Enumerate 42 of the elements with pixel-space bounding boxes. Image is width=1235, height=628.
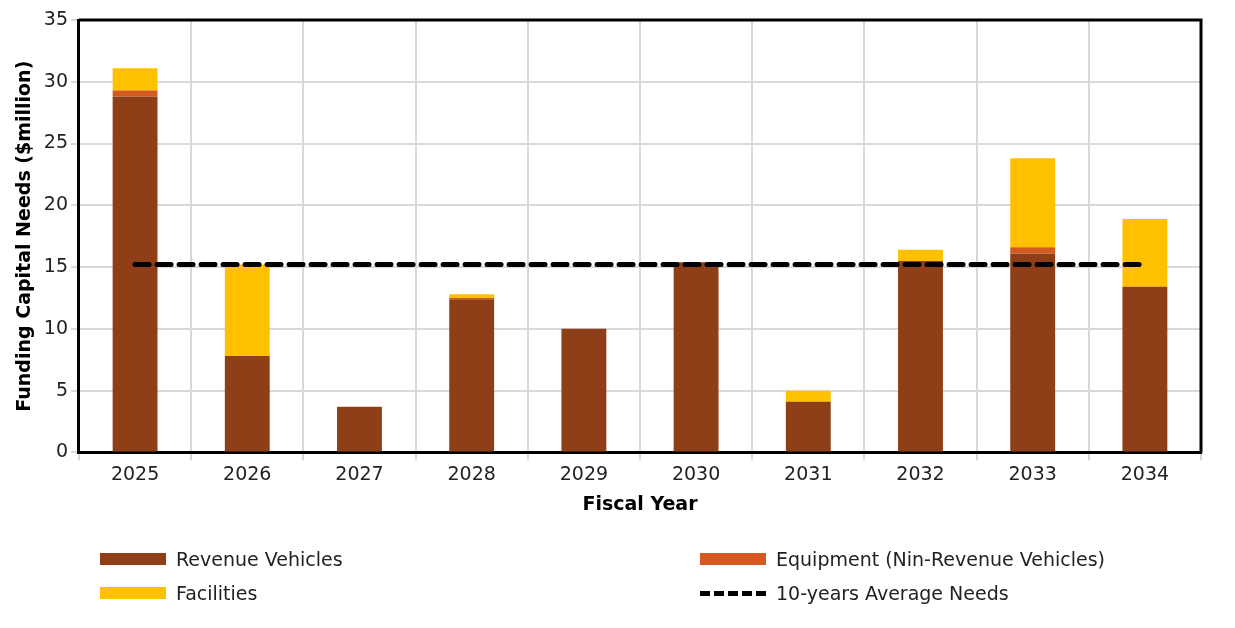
x-tick-label: 2025 bbox=[110, 461, 160, 484]
bar bbox=[673, 262, 719, 452]
y-tick-label: 25 bbox=[43, 130, 68, 153]
x-tick-label: 2032 bbox=[896, 461, 945, 484]
bar bbox=[1010, 253, 1056, 452]
bar bbox=[1010, 247, 1056, 254]
legend-label: Revenue Vehicles bbox=[176, 548, 343, 570]
bar bbox=[224, 356, 270, 452]
bar bbox=[1122, 218, 1168, 287]
x-tick-label: 2034 bbox=[1120, 461, 1170, 484]
bar bbox=[785, 401, 831, 452]
y-tick-label: 30 bbox=[43, 68, 68, 91]
legend-label: Equipment (Nin-Revenue Vehicles) bbox=[776, 548, 1106, 570]
bar bbox=[898, 249, 943, 261]
bar bbox=[898, 260, 943, 452]
bar bbox=[224, 264, 270, 357]
y-axis-title: Funding Capital Needs ($million) bbox=[12, 60, 35, 412]
y-tick-label: 20 bbox=[43, 192, 68, 215]
y-tick-label: 0 bbox=[55, 439, 68, 462]
bar bbox=[112, 90, 158, 97]
legend-label: 10-years Average Needs bbox=[776, 582, 1009, 604]
legend-label: Facilities bbox=[176, 582, 258, 604]
x-tick-label: 2028 bbox=[447, 461, 496, 484]
x-tick-label: 2027 bbox=[335, 461, 384, 484]
bar bbox=[1010, 158, 1056, 248]
x-tick-label: 2026 bbox=[223, 461, 272, 484]
x-axis-title: Fiscal Year bbox=[582, 491, 699, 514]
x-tick-label: 2033 bbox=[1008, 461, 1057, 484]
bar bbox=[449, 299, 495, 452]
y-tick-label: 5 bbox=[55, 377, 68, 400]
y-tick-label: 15 bbox=[43, 254, 68, 277]
bar bbox=[1122, 286, 1168, 452]
bar bbox=[785, 390, 831, 402]
bar bbox=[112, 96, 158, 452]
bar bbox=[112, 68, 158, 91]
bar bbox=[337, 406, 382, 452]
y-tick-label: 35 bbox=[43, 6, 68, 29]
x-tick-label: 2031 bbox=[784, 461, 833, 484]
x-tick-label: 2030 bbox=[671, 461, 721, 484]
y-tick-label: 10 bbox=[43, 315, 68, 338]
bar bbox=[561, 328, 607, 452]
x-tick-label: 2029 bbox=[559, 461, 609, 484]
